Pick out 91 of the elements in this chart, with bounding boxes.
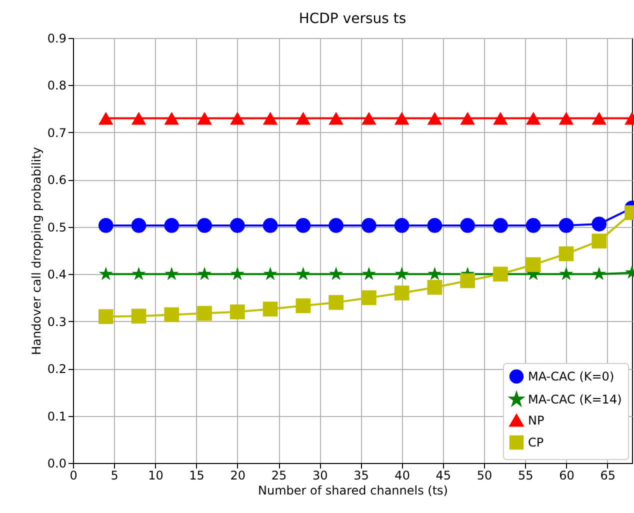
x-tick-label: 30 [312, 468, 328, 482]
legend-label: CP [528, 436, 544, 450]
point [526, 218, 541, 233]
y-tick-label: 0.9 [47, 32, 66, 46]
point [98, 266, 113, 280]
point [230, 266, 244, 280]
x-tick-label: 5 [110, 468, 118, 482]
y-tick-label: 0.6 [47, 173, 66, 188]
point [98, 309, 114, 324]
point [197, 112, 212, 125]
point [460, 112, 476, 125]
point [394, 266, 409, 280]
point [362, 112, 376, 125]
x-tick-label: 55 [518, 468, 534, 482]
point [394, 218, 410, 233]
point [262, 302, 278, 316]
point [428, 266, 442, 280]
point [558, 246, 574, 262]
x-tick-label: 35 [354, 468, 369, 482]
point [230, 218, 245, 233]
point [329, 266, 344, 280]
x-tick-label: 25 [271, 468, 287, 482]
x-tick-label: 0 [70, 468, 78, 482]
point [526, 112, 541, 125]
point [328, 112, 344, 125]
y-tick-label: 0.2 [47, 362, 66, 376]
y-axis-title: Handover call dropping probability [29, 147, 44, 355]
point [526, 257, 541, 272]
legend-label: NP [528, 414, 544, 428]
point [296, 266, 310, 280]
x-axis-title: Number of shared channels (ts) [258, 484, 448, 498]
x-tick-label: 60 [559, 468, 574, 482]
point [592, 266, 606, 280]
x-tick-label: 15 [189, 468, 204, 482]
point [164, 307, 180, 322]
point [460, 218, 476, 233]
point [98, 112, 114, 125]
point [493, 218, 508, 233]
y-tick-label: 0.7 [47, 126, 66, 140]
point [197, 306, 212, 321]
x-tick-label: 40 [394, 468, 410, 482]
point [427, 112, 442, 125]
point [262, 112, 278, 125]
y-tick-label: 0.5 [47, 220, 66, 234]
point [558, 218, 574, 233]
x-tick-label: 50 [476, 468, 492, 482]
point [592, 234, 607, 248]
x-tick-label: 10 [148, 468, 164, 482]
x-tick-label: 45 [436, 468, 452, 482]
point [394, 286, 410, 300]
point [559, 266, 574, 280]
point [328, 295, 344, 310]
point [131, 112, 146, 125]
point [558, 112, 574, 125]
y-tick-label: 0.8 [47, 78, 66, 93]
point [132, 266, 146, 280]
point [296, 218, 311, 233]
point [394, 112, 410, 125]
y-tick-label: 0.4 [47, 268, 66, 282]
legend-label: MA-CAC (K=0) [528, 370, 614, 384]
point [197, 266, 212, 280]
point [460, 273, 476, 288]
point [164, 112, 180, 125]
x-tick-label: 65 [600, 468, 616, 482]
point [493, 112, 508, 125]
y-tick-label: 0.1 [47, 409, 66, 424]
point [592, 112, 607, 125]
point [296, 112, 311, 125]
point [131, 218, 146, 233]
x-tick-label: 20 [230, 468, 246, 482]
point [362, 266, 376, 280]
point [592, 216, 607, 232]
point [263, 266, 278, 280]
point [362, 218, 376, 233]
point [362, 290, 376, 306]
point [164, 218, 180, 233]
legend-label: MA-CAC (K=14) [528, 392, 622, 406]
point [230, 304, 245, 320]
point [427, 218, 442, 233]
point [164, 266, 179, 280]
chart-title: HCDP versus ts [298, 11, 406, 27]
y-tick-label: 0.0 [47, 456, 66, 470]
point [230, 112, 245, 125]
point [262, 218, 278, 233]
point [131, 308, 146, 324]
point [328, 218, 344, 233]
y-tick-label: 0.3 [47, 314, 66, 329]
point [427, 280, 442, 295]
point [98, 218, 114, 233]
point [197, 218, 212, 233]
point [296, 298, 311, 314]
